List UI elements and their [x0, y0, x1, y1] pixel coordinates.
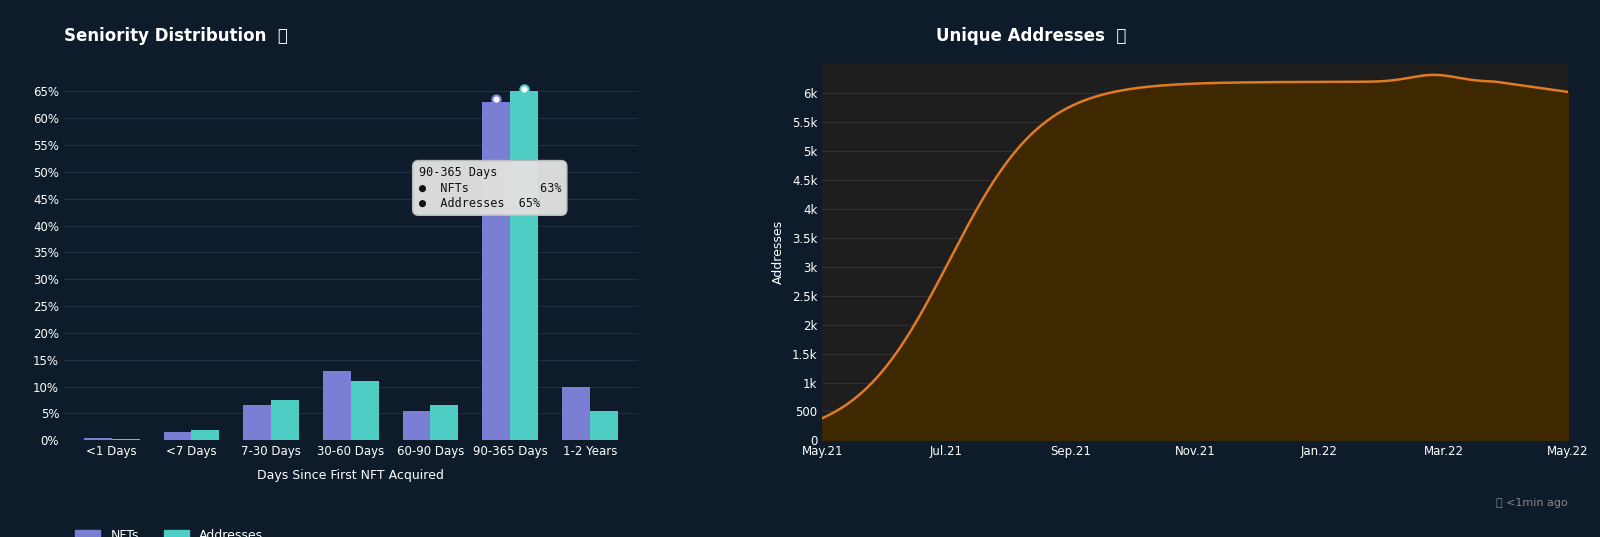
Text: Seniority Distribution  ⓘ: Seniority Distribution ⓘ	[64, 27, 288, 45]
X-axis label: Days Since First NFT Acquired: Days Since First NFT Acquired	[258, 469, 445, 482]
Bar	[350, 381, 379, 440]
Bar	[83, 438, 112, 440]
Bar	[270, 400, 299, 440]
Bar	[510, 91, 538, 440]
Bar	[163, 432, 192, 440]
Text: 90-365 Days
●  NFTs          63%
●  Addresses  65%: 90-365 Days ● NFTs 63% ● Addresses 65%	[419, 166, 562, 209]
Legend: NFTs, Addresses: NFTs, Addresses	[70, 524, 267, 537]
Text: Unique Addresses  ⓘ: Unique Addresses ⓘ	[936, 27, 1126, 45]
Bar	[590, 411, 618, 440]
Bar	[243, 405, 270, 440]
Bar	[192, 430, 219, 440]
Text: ⌛ <1min ago: ⌛ <1min ago	[1496, 498, 1568, 508]
Bar	[562, 387, 590, 440]
Y-axis label: Addresses: Addresses	[773, 220, 786, 285]
Bar	[430, 405, 458, 440]
Bar	[403, 411, 430, 440]
Bar	[112, 439, 139, 440]
Bar	[482, 102, 510, 440]
Bar	[323, 371, 350, 440]
